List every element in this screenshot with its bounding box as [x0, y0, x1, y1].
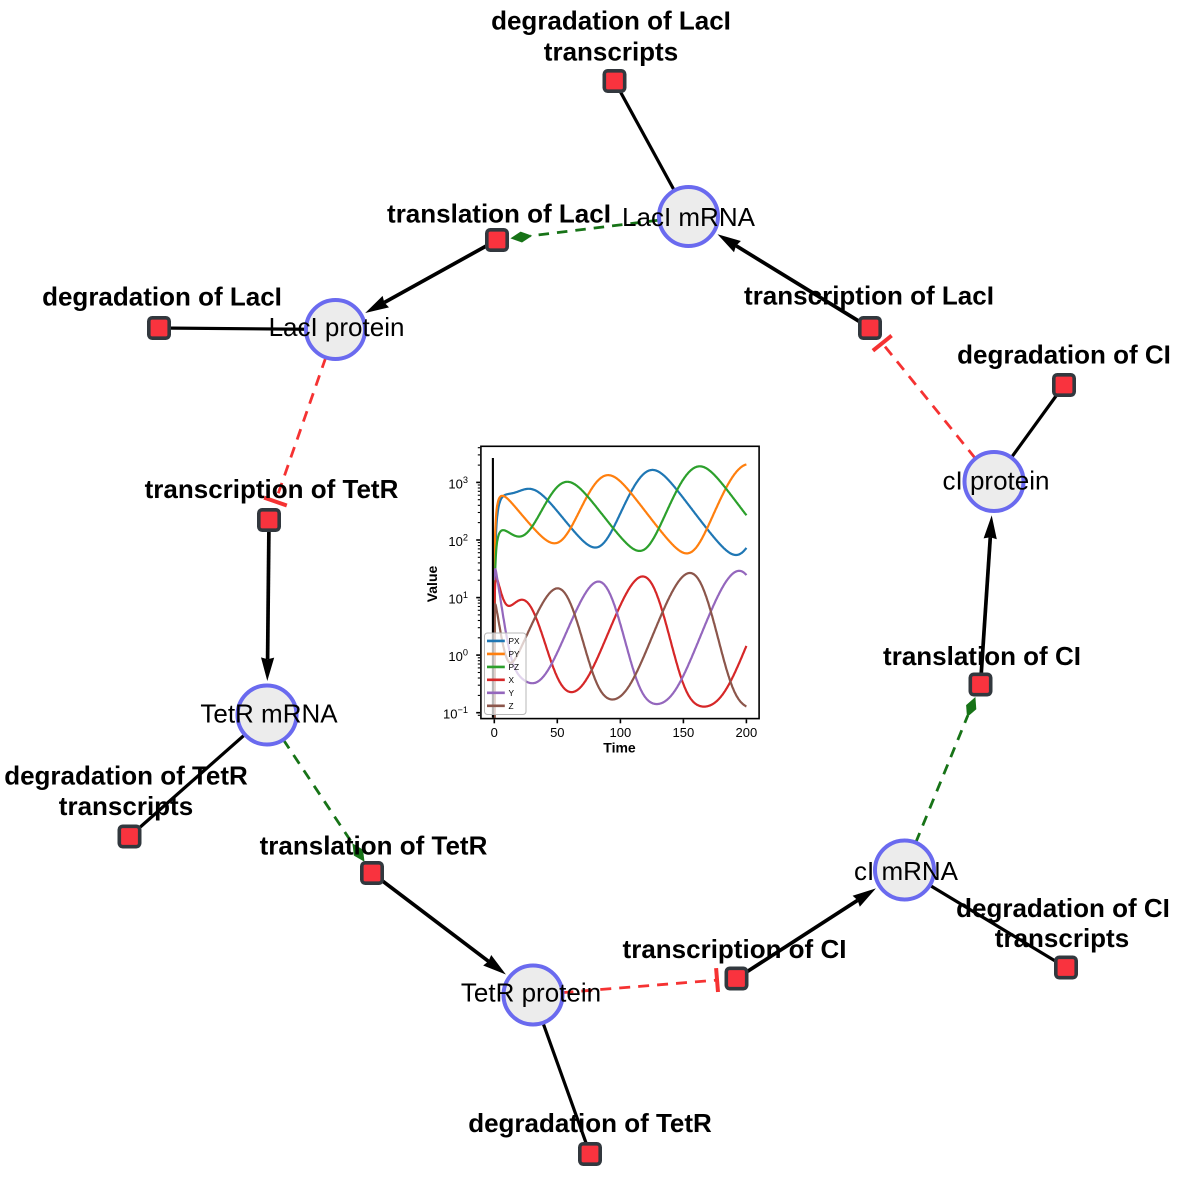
svg-text:Z: Z: [509, 701, 514, 711]
svg-text:transcription of TetR: transcription of TetR: [145, 474, 399, 504]
svg-text:PX: PX: [509, 636, 521, 646]
svg-text:transcripts: transcripts: [995, 923, 1129, 953]
svg-text:50: 50: [550, 725, 564, 740]
svg-text:200: 200: [736, 725, 758, 740]
svg-text:LacI protein: LacI protein: [269, 312, 405, 342]
svg-text:degradation of TetR: degradation of TetR: [4, 761, 248, 791]
svg-text:Time: Time: [603, 740, 636, 756]
svg-text:degradation of LacI: degradation of LacI: [42, 281, 282, 311]
svg-text:degradation of CI: degradation of CI: [957, 340, 1171, 370]
svg-text:cI protein: cI protein: [943, 466, 1050, 496]
svg-text:PZ: PZ: [509, 662, 520, 672]
svg-text:transcripts: transcripts: [544, 36, 678, 66]
svg-text:degradation of TetR: degradation of TetR: [468, 1108, 712, 1138]
svg-text:X: X: [509, 675, 515, 685]
svg-text:100: 100: [610, 725, 632, 740]
svg-text:transcription of CI: transcription of CI: [623, 934, 847, 964]
svg-text:LacI mRNA: LacI mRNA: [622, 202, 756, 232]
svg-text:0: 0: [491, 725, 498, 740]
svg-text:transcription of LacI: transcription of LacI: [744, 281, 994, 311]
svg-text:TetR protein: TetR protein: [461, 978, 601, 1008]
svg-text:PY: PY: [509, 649, 521, 659]
svg-text:Value: Value: [424, 566, 440, 603]
svg-text:TetR mRNA: TetR mRNA: [200, 699, 338, 729]
svg-text:translation of CI: translation of CI: [883, 641, 1081, 671]
svg-text:150: 150: [673, 725, 695, 740]
svg-text:cI mRNA: cI mRNA: [854, 856, 959, 886]
svg-text:degradation of CI: degradation of CI: [956, 893, 1170, 923]
svg-text:transcripts: transcripts: [59, 791, 193, 821]
svg-text:Y: Y: [509, 688, 515, 698]
svg-text:translation of TetR: translation of TetR: [260, 831, 488, 861]
svg-text:degradation of LacI: degradation of LacI: [491, 5, 731, 35]
svg-text:translation of LacI: translation of LacI: [387, 199, 611, 229]
